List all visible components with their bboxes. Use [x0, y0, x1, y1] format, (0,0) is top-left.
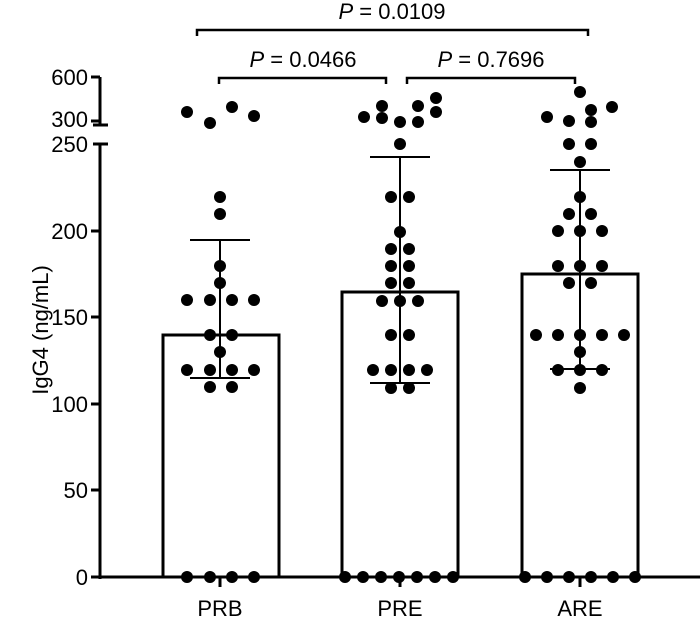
pvalue-prb-pre: P = 0.0466	[249, 47, 356, 72]
points-prb	[181, 101, 260, 583]
tick-150: 150	[51, 305, 88, 330]
tick-250: 250	[51, 132, 88, 157]
tick-200: 200	[51, 219, 88, 244]
pvalue-prb-are: P = 0.0109	[338, 0, 445, 24]
tick-0: 0	[76, 565, 88, 590]
points-pre	[339, 92, 459, 583]
tick-100: 100	[51, 392, 88, 417]
category-prb: PRB	[197, 596, 242, 621]
category-pre: PRE	[377, 596, 422, 621]
pvalue-pre-are: P = 0.7696	[437, 47, 544, 72]
bracket-prb-are	[195, 28, 590, 36]
y-tick-labels: 600 300 250 200 150 100 50 0	[51, 65, 88, 590]
bracket-prb-pre	[217, 76, 388, 84]
y-axis-title: IgG4 (ng/mL)	[28, 265, 53, 395]
tick-300: 300	[51, 107, 88, 132]
x-tick-labels: PRB PRE ARE	[197, 596, 602, 621]
bracket-pre-are	[405, 76, 577, 84]
points-are	[519, 86, 641, 583]
y-axis	[91, 75, 108, 579]
tick-600: 600	[51, 65, 88, 90]
significance-brackets	[195, 28, 590, 84]
tick-50: 50	[64, 478, 88, 503]
category-are: ARE	[557, 596, 602, 621]
